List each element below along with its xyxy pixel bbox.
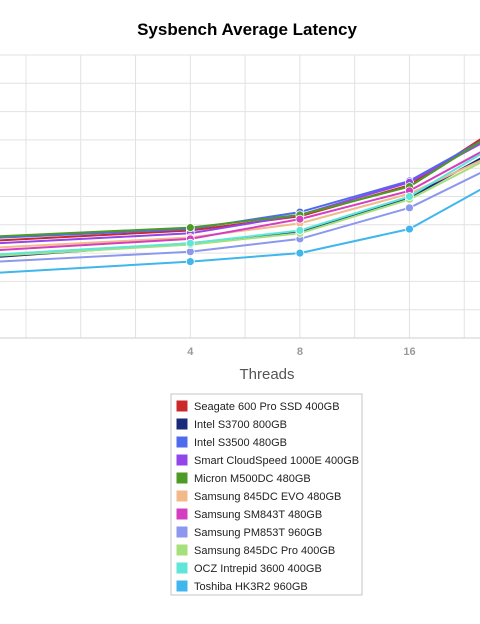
data-point[interactable] bbox=[185, 223, 195, 233]
legend: Seagate 600 Pro SSD 400GB Intel S3700 800… bbox=[170, 393, 363, 596]
legend-swatch bbox=[175, 399, 189, 413]
data-point[interactable] bbox=[405, 192, 414, 201]
legend-swatch bbox=[175, 489, 189, 503]
legend-label: Samsung SM843T 480GB bbox=[194, 509, 322, 521]
legend-item[interactable]: Intel S3700 800GB bbox=[175, 417, 287, 431]
data-point[interactable] bbox=[295, 248, 305, 258]
legend-swatch bbox=[175, 579, 189, 593]
legend-label: OCZ Intrepid 3600 400GB bbox=[194, 563, 322, 575]
legend-item[interactable]: Toshiba HK3R2 960GB bbox=[175, 579, 308, 593]
legend-swatch bbox=[175, 453, 189, 467]
legend-item[interactable]: Micron M500DC 480GB bbox=[175, 471, 311, 485]
legend-item[interactable]: Samsung SM843T 480GB bbox=[175, 507, 322, 521]
legend-label: Smart CloudSpeed 1000E 400GB bbox=[194, 455, 359, 467]
series-layer bbox=[0, 138, 480, 274]
legend-item[interactable]: Samsung PM853T 960GB bbox=[175, 525, 322, 539]
legend-swatch bbox=[175, 435, 189, 449]
legend-box bbox=[170, 393, 363, 596]
legend-label: Samsung PM853T 960GB bbox=[194, 527, 322, 539]
legend-item[interactable]: Samsung 845DC EVO 480GB bbox=[175, 489, 341, 503]
data-point[interactable] bbox=[405, 203, 414, 213]
legend-swatch bbox=[175, 507, 189, 521]
legend-item[interactable]: OCZ Intrepid 3600 400GB bbox=[175, 561, 322, 575]
data-point[interactable] bbox=[405, 224, 414, 234]
data-point[interactable] bbox=[185, 238, 195, 248]
x-tick-label: 4 bbox=[187, 346, 194, 358]
x-axis-title: Threads bbox=[239, 366, 294, 383]
series-ocz-intrepid-3600-400gb bbox=[0, 153, 480, 256]
legend-swatch bbox=[175, 561, 189, 575]
legend-swatch bbox=[175, 543, 189, 557]
legend-label: Samsung 845DC Pro 400GB bbox=[194, 545, 335, 557]
legend-swatch bbox=[175, 525, 189, 539]
legend-label: Seagate 600 Pro SSD 400GB bbox=[194, 401, 340, 413]
legend-item[interactable]: Samsung 845DC Pro 400GB bbox=[175, 543, 335, 557]
data-point[interactable] bbox=[295, 214, 305, 224]
x-tick-label: 8 bbox=[297, 346, 303, 358]
legend-label: Samsung 845DC EVO 480GB bbox=[194, 491, 341, 503]
data-point[interactable] bbox=[295, 226, 305, 235]
legend-label: Toshiba HK3R2 960GB bbox=[194, 581, 308, 593]
legend-swatch bbox=[175, 417, 189, 431]
legend-item[interactable]: Intel S3500 480GB bbox=[175, 435, 287, 449]
legend-label: Micron M500DC 480GB bbox=[194, 473, 311, 485]
legend-label: Intel S3500 480GB bbox=[194, 437, 287, 449]
legend-item[interactable]: Seagate 600 Pro SSD 400GB bbox=[175, 399, 340, 413]
data-point[interactable] bbox=[185, 257, 195, 266]
x-tick-label: 16 bbox=[403, 346, 415, 358]
legend-label: Intel S3700 800GB bbox=[194, 419, 287, 431]
legend-item[interactable]: Smart CloudSpeed 1000E 400GB bbox=[175, 453, 359, 467]
x-tick-labels: 4 8 16 bbox=[187, 346, 415, 358]
series-toshiba-hk3r2-960gb bbox=[0, 188, 480, 274]
chart-title: Sysbench Average Latency bbox=[137, 20, 357, 39]
legend-swatch bbox=[175, 471, 189, 485]
